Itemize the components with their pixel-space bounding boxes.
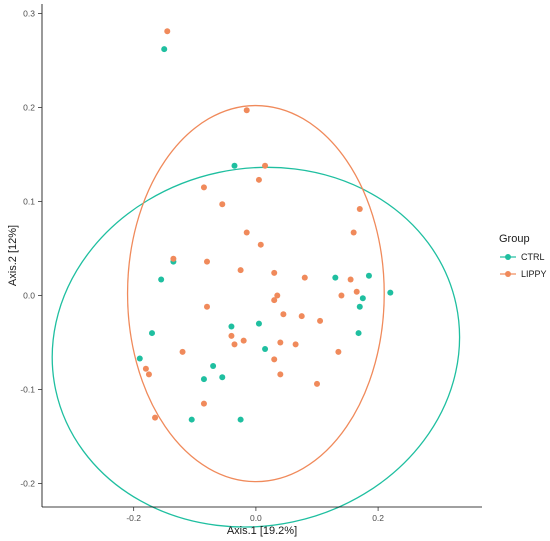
point-ctrl: [255, 320, 262, 327]
ellipse-ctrl: [51, 166, 461, 528]
point-lippy: [204, 303, 210, 310]
point-lippy: [314, 380, 320, 387]
point-lippy: [262, 162, 269, 169]
point-lippy: [271, 356, 278, 363]
point-lippy: [142, 365, 149, 372]
point-lippy: [257, 241, 264, 248]
confidence-ellipses: [51, 104, 461, 528]
legend-key-point: [505, 254, 511, 260]
point-ctrl: [365, 272, 372, 279]
point-ctrl: [136, 355, 143, 362]
point-ctrl: [200, 376, 207, 383]
point-lippy: [200, 184, 207, 191]
x-tick-label: 0.0: [250, 513, 262, 523]
point-ctrl: [356, 303, 363, 310]
y-axis-ticks: -0.2 -0.1 0.0 0.1 0.2 0.3: [20, 8, 42, 488]
y-tick-label: 0.3: [23, 8, 35, 18]
point-lippy: [317, 317, 324, 324]
x-tick-label: 0.2: [372, 513, 384, 523]
axes: [41, 4, 482, 508]
point-ctrl: [237, 416, 244, 423]
y-tick-label: -0.2: [20, 478, 35, 488]
point-lippy: [179, 348, 186, 355]
point-lippy: [338, 292, 345, 299]
point-lippy: [347, 276, 354, 283]
point-lippy: [298, 313, 305, 320]
point-lippy: [301, 274, 308, 281]
legend-label-ctrl: CTRL: [521, 252, 545, 262]
point-lippy: [231, 341, 238, 348]
legend-title: Group: [499, 233, 530, 245]
point-ctrl: [210, 362, 217, 369]
point-ctrl: [161, 46, 168, 53]
x-axis-title: Axis.1 [19.2%]: [227, 525, 297, 537]
point-lippy: [237, 267, 244, 274]
y-tick-label: 0.2: [23, 102, 35, 112]
point-lippy: [145, 371, 152, 378]
point-lippy: [356, 205, 363, 212]
point-lippy: [219, 201, 226, 208]
point-lippy: [353, 288, 360, 295]
point-lippy: [271, 297, 278, 304]
point-lippy: [170, 255, 177, 262]
point-lippy: [152, 414, 159, 421]
point-ctrl: [158, 276, 165, 283]
point-ctrl: [262, 346, 269, 353]
point-lippy: [292, 341, 299, 348]
point-lippy: [243, 229, 250, 236]
point-lippy: [274, 292, 281, 299]
point-ctrl: [228, 323, 235, 330]
point-ctrl: [149, 330, 155, 337]
point-lippy: [335, 348, 342, 355]
point-lippy: [280, 311, 287, 318]
point-lippy: [240, 337, 247, 344]
point-lippy: [200, 400, 207, 407]
y-tick-label: 0.1: [23, 196, 35, 206]
x-tick-label: -0.2: [126, 513, 141, 523]
point-ctrl: [359, 295, 366, 302]
point-lippy: [350, 229, 357, 236]
x-axis-ticks: -0.2 0.0 0.2: [126, 507, 384, 523]
point-ctrl: [355, 330, 362, 337]
point-lippy: [277, 339, 284, 346]
point-ctrl: [387, 289, 394, 296]
legend-key-point: [505, 271, 511, 277]
point-ctrl: [332, 274, 339, 281]
point-lippy: [228, 332, 235, 339]
point-lippy: [271, 269, 278, 276]
ellipse-lippy: [126, 104, 385, 483]
point-ctrl: [231, 162, 238, 169]
point-ctrl: [219, 374, 226, 381]
point-lippy: [204, 258, 210, 265]
legend-label-lippy: LIPPY: [521, 269, 547, 279]
y-tick-label: 0.0: [23, 290, 35, 300]
legend-entries: CTRL LIPPY: [500, 252, 547, 279]
point-lippy: [164, 28, 171, 35]
point-lippy: [255, 176, 262, 183]
legend: Group CTRL LIPPY: [499, 233, 547, 279]
point-lippy: [277, 371, 284, 378]
point-lippy: [243, 107, 250, 114]
point-ctrl: [188, 416, 195, 423]
y-axis-title: Axis.2 [12%]: [7, 225, 19, 286]
data-points: [136, 28, 394, 423]
y-tick-label: -0.1: [20, 384, 35, 394]
